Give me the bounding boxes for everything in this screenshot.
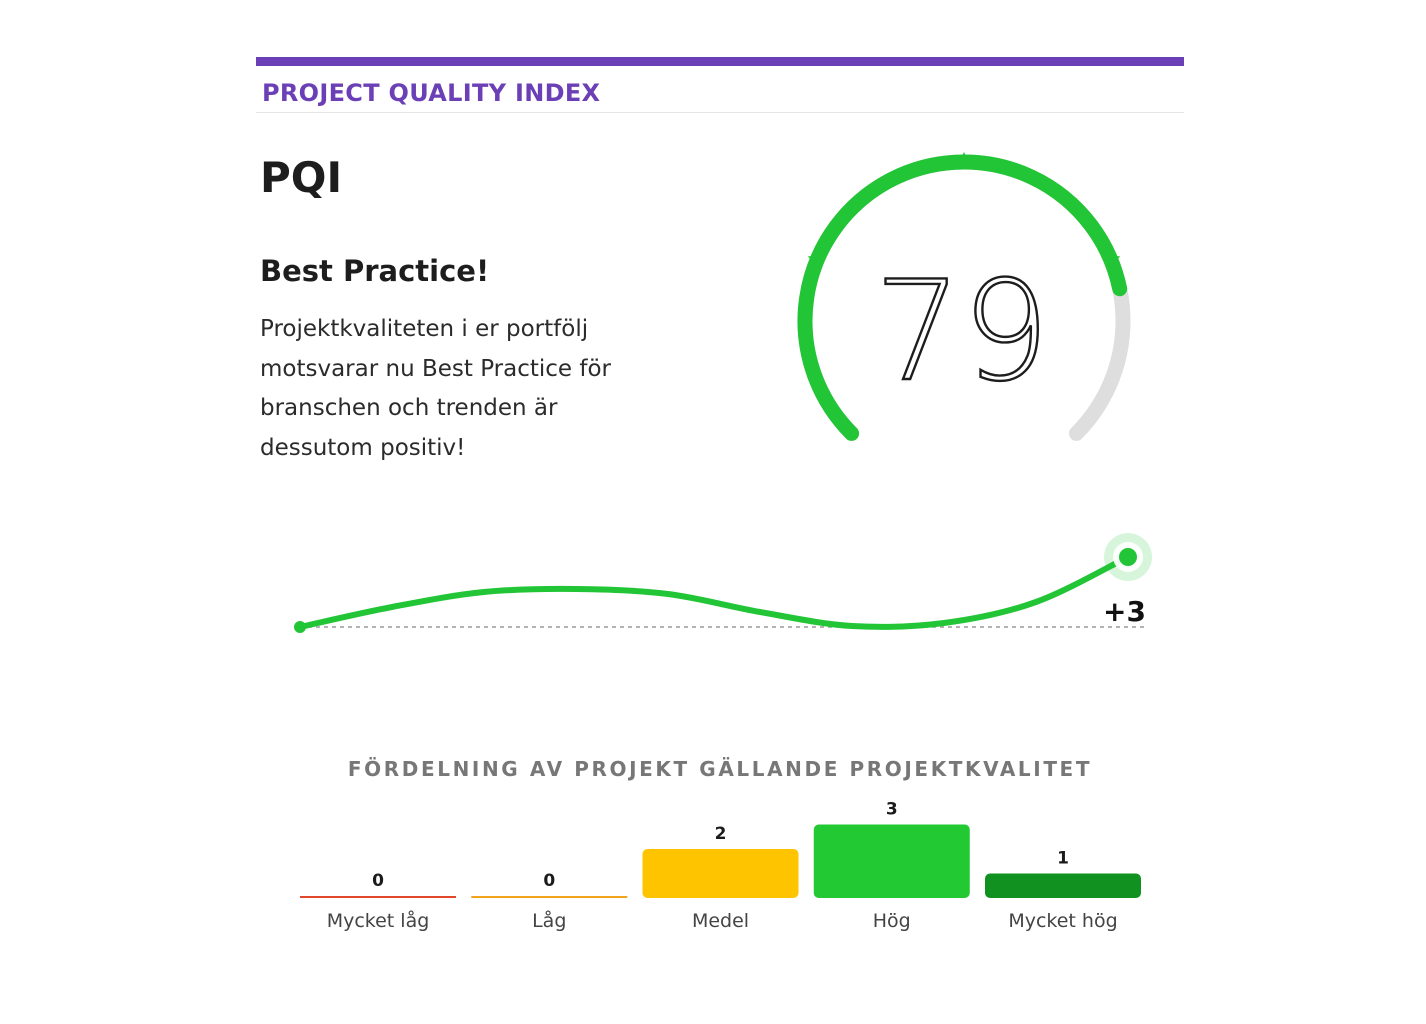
trend-end-point — [1119, 548, 1137, 566]
pqi-card: PROJECT QUALITY INDEX PQI Best Practice!… — [256, 57, 1184, 977]
distribution-bar — [471, 896, 628, 898]
gauge-marker-2 — [956, 152, 972, 168]
distribution-category-label: Mycket låg — [327, 909, 430, 932]
distribution-category-label: Hög — [873, 910, 911, 932]
distribution-category-label: Medel — [692, 910, 749, 932]
gauge-markers — [807, 152, 1121, 270]
distribution-bar — [642, 849, 799, 898]
gauge-marker-1 — [807, 255, 826, 270]
status-description: Projektkvaliteten i er portfölj motsvara… — [260, 316, 612, 461]
section-title: PROJECT QUALITY INDEX — [262, 79, 601, 107]
trend-change-label: +3 — [1103, 595, 1146, 628]
distribution-category-label: Mycket hög — [1008, 910, 1117, 932]
pqi-title: PQI — [260, 153, 343, 202]
distribution-title: FÖRDELNING AV PROJEKT GÄLLANDE PROJEKTKV… — [347, 757, 1093, 781]
accent-bar — [256, 57, 1184, 66]
trend-sparkline: +3 — [294, 533, 1152, 633]
divider — [256, 112, 1184, 113]
distribution-value-label: 3 — [886, 800, 898, 820]
distribution-value-label: 0 — [372, 871, 384, 891]
distribution-value-label: 0 — [543, 871, 555, 891]
distribution-bar — [813, 824, 970, 898]
trend-start-point — [294, 621, 306, 633]
pqi-gauge: 79 — [797, 152, 1131, 441]
distribution-value-label: 2 — [715, 824, 727, 844]
distribution-category-label: Låg — [532, 909, 566, 932]
distribution-bar-group: 2 Medel — [642, 824, 799, 932]
distribution-bar-group: 0 Mycket låg — [300, 871, 456, 932]
distribution-bar-group: 1 Mycket hög — [985, 849, 1141, 932]
distribution-value-label: 1 — [1057, 849, 1069, 869]
gauge-score: 79 — [874, 251, 1050, 412]
distribution-bar-group: 0 Låg — [471, 871, 628, 932]
distribution-bar-group: 3 Hög — [813, 800, 970, 932]
trend-line — [297, 554, 1131, 630]
distribution-bar — [300, 896, 456, 898]
gauge-marker-3 — [1102, 255, 1121, 270]
gauge-fill — [797, 154, 1128, 441]
distribution-chart: 0 Mycket låg 0 Låg 2 Medel 3 Hög 1 Mycket hög — [300, 800, 1141, 932]
distribution-bar — [985, 873, 1141, 898]
status-title: Best Practice! — [260, 254, 490, 288]
